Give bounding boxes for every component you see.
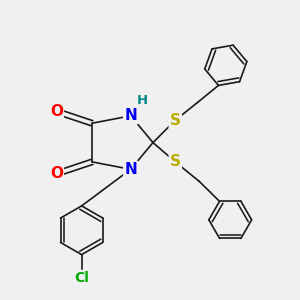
Text: O: O <box>50 166 63 181</box>
Text: S: S <box>170 154 181 169</box>
Text: S: S <box>170 113 181 128</box>
Text: H: H <box>137 94 148 107</box>
Text: N: N <box>124 162 137 177</box>
Text: N: N <box>124 108 137 123</box>
Text: Cl: Cl <box>74 271 89 285</box>
Text: O: O <box>50 104 63 119</box>
